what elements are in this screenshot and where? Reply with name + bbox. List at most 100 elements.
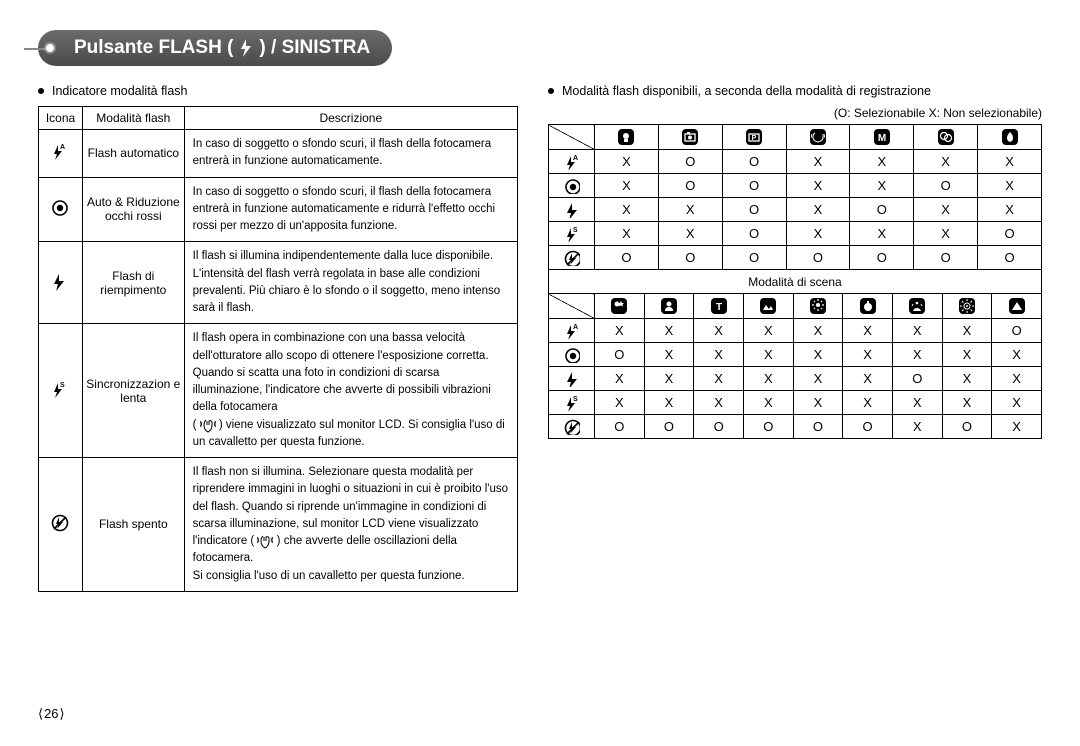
availability-cell: X — [892, 343, 942, 367]
mode-still-icon — [681, 128, 699, 146]
availability-cell: O — [786, 246, 850, 270]
mode-program-icon — [745, 128, 763, 146]
availability-cell: X — [942, 343, 992, 367]
flash-off-icon — [564, 250, 580, 266]
scene-closeup-icon — [809, 297, 827, 315]
availability-cell: X — [786, 174, 850, 198]
availability-cell: X — [743, 319, 793, 343]
availability-cell: O — [843, 415, 893, 439]
availability-cell: X — [595, 319, 645, 343]
flash-row-header — [549, 415, 595, 439]
camera-shake-icon — [200, 417, 216, 433]
left-section-label: Indicatore modalità flash — [38, 84, 518, 98]
availability-cell: O — [658, 174, 722, 198]
flash-mode-description: Il flash non si illumina. Selezionare qu… — [184, 458, 517, 592]
scene-children-icon — [710, 297, 728, 315]
availability-cell: O — [722, 198, 786, 222]
mode-column-header — [595, 125, 659, 150]
col-header-icon: Icona — [39, 107, 83, 130]
flash-mode-name: Auto & Riduzione occhi rossi — [83, 177, 185, 242]
flash-fill-icon — [564, 202, 580, 218]
flash-row-header — [549, 319, 595, 343]
availability-cell: X — [850, 150, 914, 174]
flash-row-header — [549, 198, 595, 222]
flash-mode-name: Flash spento — [83, 458, 185, 592]
availability-cell: O — [595, 415, 645, 439]
mode-effect-icon — [937, 128, 955, 146]
flash-row-header — [549, 343, 595, 367]
availability-cell: X — [786, 150, 850, 174]
availability-cell: X — [942, 391, 992, 415]
availability-cell: X — [843, 391, 893, 415]
flash-mode-icon — [39, 458, 83, 592]
flash-off-icon — [51, 514, 71, 534]
scene-backlight-icon — [1008, 297, 1026, 315]
availability-cell: X — [644, 343, 694, 367]
mode-column-header — [992, 294, 1042, 319]
mode-column-header — [942, 294, 992, 319]
table-corner — [549, 294, 595, 319]
availability-cell: X — [992, 367, 1042, 391]
availability-cell: X — [793, 391, 843, 415]
availability-cell: X — [843, 367, 893, 391]
availability-cell: X — [850, 222, 914, 246]
flash-fill-icon — [51, 273, 71, 293]
availability-cell: X — [644, 391, 694, 415]
availability-cell: X — [978, 198, 1042, 222]
mode-column-header — [694, 294, 744, 319]
flash-mode-icon — [39, 130, 83, 178]
availability-cell: X — [978, 174, 1042, 198]
flash-auto-icon — [51, 143, 71, 163]
availability-cell: X — [658, 198, 722, 222]
mode-column-header — [722, 125, 786, 150]
mode-asr-icon — [809, 128, 827, 146]
flash-availability-table-scenes: Modalità di scena XXXXXXXXOOXXXXXXXXXXXX… — [548, 269, 1042, 439]
flash-availability-table-modes: XOOXXXXXOOXXOXXXOXOXXXXOXXXOOOOOOOO — [548, 124, 1042, 270]
availability-cell: X — [942, 319, 992, 343]
flash-mode-name: Flash di riempimento — [83, 242, 185, 324]
availability-cell: X — [595, 174, 659, 198]
availability-cell: X — [892, 415, 942, 439]
right-section-label: Modalità flash disponibili, a seconda de… — [548, 84, 1042, 98]
page-title: Pulsante FLASH ( ) / SINISTRA — [38, 30, 392, 66]
flash-slow-icon — [564, 226, 580, 242]
flash-mode-name: Sincronizzazion e lenta — [83, 324, 185, 458]
availability-cell: X — [992, 391, 1042, 415]
mode-column-header — [786, 125, 850, 150]
redeye-icon — [564, 178, 580, 194]
flash-row-header — [549, 246, 595, 270]
scene-text-icon — [859, 297, 877, 315]
mode-column-header — [658, 125, 722, 150]
flash-fill-icon — [564, 371, 580, 387]
flash-icon — [239, 39, 253, 57]
availability-cell: O — [644, 415, 694, 439]
availability-cell: X — [743, 367, 793, 391]
flash-row-header — [549, 150, 595, 174]
availability-cell: O — [942, 415, 992, 439]
availability-cell: X — [850, 174, 914, 198]
mode-column-header — [850, 125, 914, 150]
availability-cell: O — [850, 198, 914, 222]
col-header-desc: Descrizione — [184, 107, 517, 130]
camera-shake-icon — [257, 533, 273, 549]
title-prefix: Pulsante FLASH ( — [74, 37, 233, 59]
availability-cell: O — [992, 319, 1042, 343]
availability-cell: X — [843, 343, 893, 367]
availability-cell: O — [743, 415, 793, 439]
availability-cell: X — [992, 343, 1042, 367]
scene-portrait-icon — [660, 297, 678, 315]
availability-cell: O — [793, 415, 843, 439]
availability-cell: O — [722, 246, 786, 270]
scene-dawn-icon — [958, 297, 976, 315]
redeye-icon — [564, 347, 580, 363]
mode-manual-icon — [873, 128, 891, 146]
flash-slow-icon — [564, 395, 580, 411]
availability-cell: X — [992, 415, 1042, 439]
availability-cell: O — [892, 367, 942, 391]
table-corner — [549, 125, 595, 150]
scene-sunset-icon — [908, 297, 926, 315]
availability-cell: X — [786, 198, 850, 222]
availability-cell: O — [694, 415, 744, 439]
mode-scene-icon — [1001, 128, 1019, 146]
scene-mode-header: Modalità di scena — [549, 270, 1042, 294]
